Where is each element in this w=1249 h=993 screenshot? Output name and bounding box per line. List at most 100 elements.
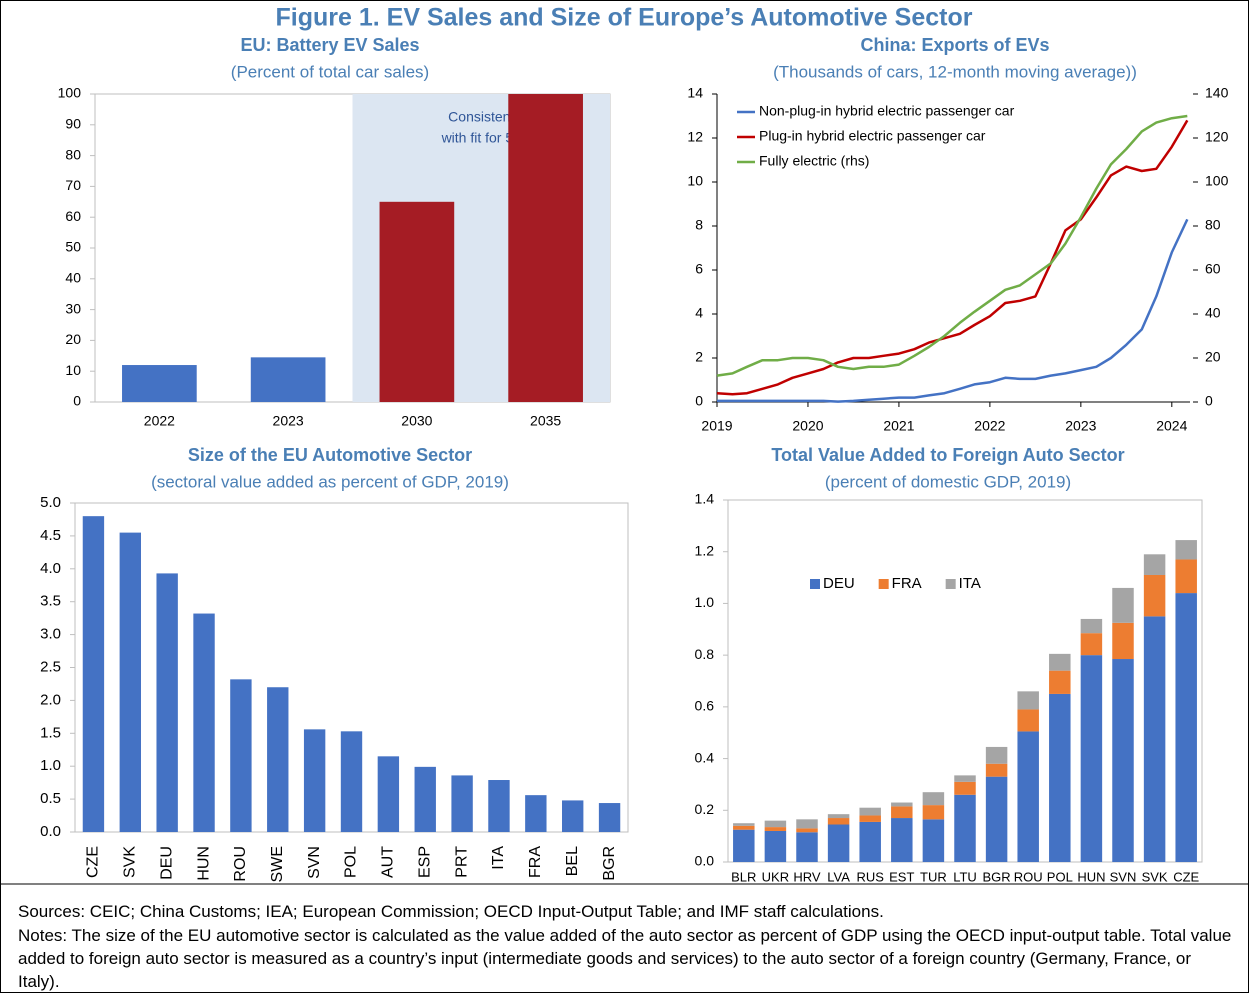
bar (82, 516, 105, 832)
x-tick-label: 2023 (273, 413, 304, 429)
y2-tick-label: 140 (1205, 85, 1229, 101)
y-tick-label: 1.4 (695, 491, 715, 507)
y-tick-label: 0.6 (695, 698, 715, 714)
bar-segment (859, 807, 881, 816)
bar (377, 756, 400, 832)
y-tick-label: 0.0 (695, 853, 715, 869)
y-tick-label: 0 (73, 393, 81, 409)
x-tick-label: ROU (1014, 869, 1043, 884)
bar (414, 766, 436, 832)
bar-segment (1017, 691, 1039, 710)
bar-segment (954, 775, 976, 782)
y-tick-label: 6 (695, 261, 703, 277)
bar-segment (1175, 559, 1197, 594)
bar-segment (1112, 622, 1134, 660)
y-tick-label: 1.0 (40, 757, 61, 774)
y-tick-label: 0.2 (695, 801, 715, 817)
y-tick-label: 3.0 (40, 626, 61, 643)
y-tick-label: 2.0 (40, 691, 61, 708)
x-tick-label: SVN (1110, 869, 1137, 884)
bar (451, 775, 473, 832)
y-tick-label: 4.0 (40, 560, 61, 577)
x-tick-label: 2024 (1156, 418, 1187, 434)
legend-label: Fully electric (rhs) (759, 153, 869, 169)
bar-segment (859, 815, 881, 822)
bar-segment (891, 818, 913, 862)
x-tick-label: BGR (983, 869, 1011, 884)
y-tick-label: 1.2 (695, 542, 715, 558)
bar-segment (764, 827, 787, 831)
y-tick-label: 80 (65, 146, 81, 162)
y-tick-label: 3.5 (40, 593, 61, 610)
x-tick-label: CZE (1173, 869, 1199, 884)
line-series (717, 218, 1189, 403)
y-tick-label: 10 (687, 173, 703, 189)
y-tick-label: 0.5 (40, 790, 61, 807)
bar-segment (922, 792, 945, 806)
bar-segment (1049, 653, 1071, 671)
x-tick-label: 2030 (401, 413, 432, 429)
y-tick-label: 50 (65, 239, 81, 255)
chart-subtitle: (Thousands of cars, 12-month moving aver… (773, 62, 1137, 81)
bar (119, 532, 141, 832)
bar-segment (1080, 655, 1103, 862)
bar-segment (733, 825, 755, 830)
bar-segment (985, 746, 1008, 764)
x-tick-label: SVK (122, 846, 139, 878)
bar-segment (1080, 633, 1103, 656)
y-tick-label: 10 (65, 362, 81, 378)
x-tick-label: TUR (920, 869, 947, 884)
chart-subtitle: (sectoral value added as percent of GDP,… (151, 472, 509, 491)
y-tick-label: 14 (687, 85, 703, 101)
bar-segment (796, 832, 818, 862)
legend-swatch (810, 579, 820, 589)
x-tick-label: 2022 (144, 413, 175, 429)
bar-segment (827, 818, 850, 825)
x-tick-label: 2021 (883, 418, 914, 434)
legend-label: Plug-in hybrid electric passenger car (759, 128, 986, 144)
bar (122, 365, 197, 402)
bar-segment (891, 806, 913, 819)
x-tick-label: ITA (490, 846, 507, 870)
y-tick-label: 0 (695, 393, 703, 409)
x-tick-label: EST (889, 869, 914, 884)
chart-title: China: Exports of EVs (860, 35, 1049, 55)
chart-title: Size of the EU Automotive Sector (188, 445, 472, 465)
chart-subtitle: (Percent of total car sales) (231, 62, 429, 81)
y-tick-label: 20 (65, 331, 81, 347)
bar-segment (1175, 593, 1197, 862)
bar-segment (1143, 574, 1166, 617)
bar (267, 687, 289, 832)
y2-tick-label: 60 (1205, 261, 1221, 277)
x-tick-label: CZE (85, 846, 102, 878)
x-tick-label: HRV (793, 869, 821, 884)
x-tick-label: 2022 (974, 418, 1005, 434)
bar (488, 780, 510, 832)
y2-tick-label: 100 (1205, 173, 1229, 189)
bar-segment (796, 828, 818, 833)
y-tick-label: 2.5 (40, 658, 61, 675)
bar-segment (827, 824, 850, 862)
chart-title: EU: Battery EV Sales (240, 35, 419, 55)
legend-swatch (945, 579, 956, 589)
legend-label: Non-plug-in hybrid electric passenger ca… (759, 103, 1015, 119)
x-tick-label: HUN (1077, 869, 1105, 884)
y2-tick-label: 80 (1205, 217, 1221, 233)
bar (250, 357, 326, 402)
bar-segment (1112, 587, 1134, 623)
y2-tick-label: 0 (1205, 393, 1213, 409)
y-tick-label: 60 (65, 208, 81, 224)
y-tick-label: 8 (695, 217, 703, 233)
y2-tick-label: 40 (1205, 305, 1221, 321)
legend-label: ITA (959, 575, 981, 592)
y-tick-label: 4.5 (40, 527, 61, 544)
bar-segment (1143, 554, 1166, 575)
y-tick-label: 1.5 (40, 724, 61, 741)
bar (508, 94, 583, 402)
bar-segment (859, 821, 881, 862)
x-tick-label: BEL (564, 846, 581, 876)
x-tick-label: POL (343, 846, 360, 878)
bar (525, 795, 547, 832)
